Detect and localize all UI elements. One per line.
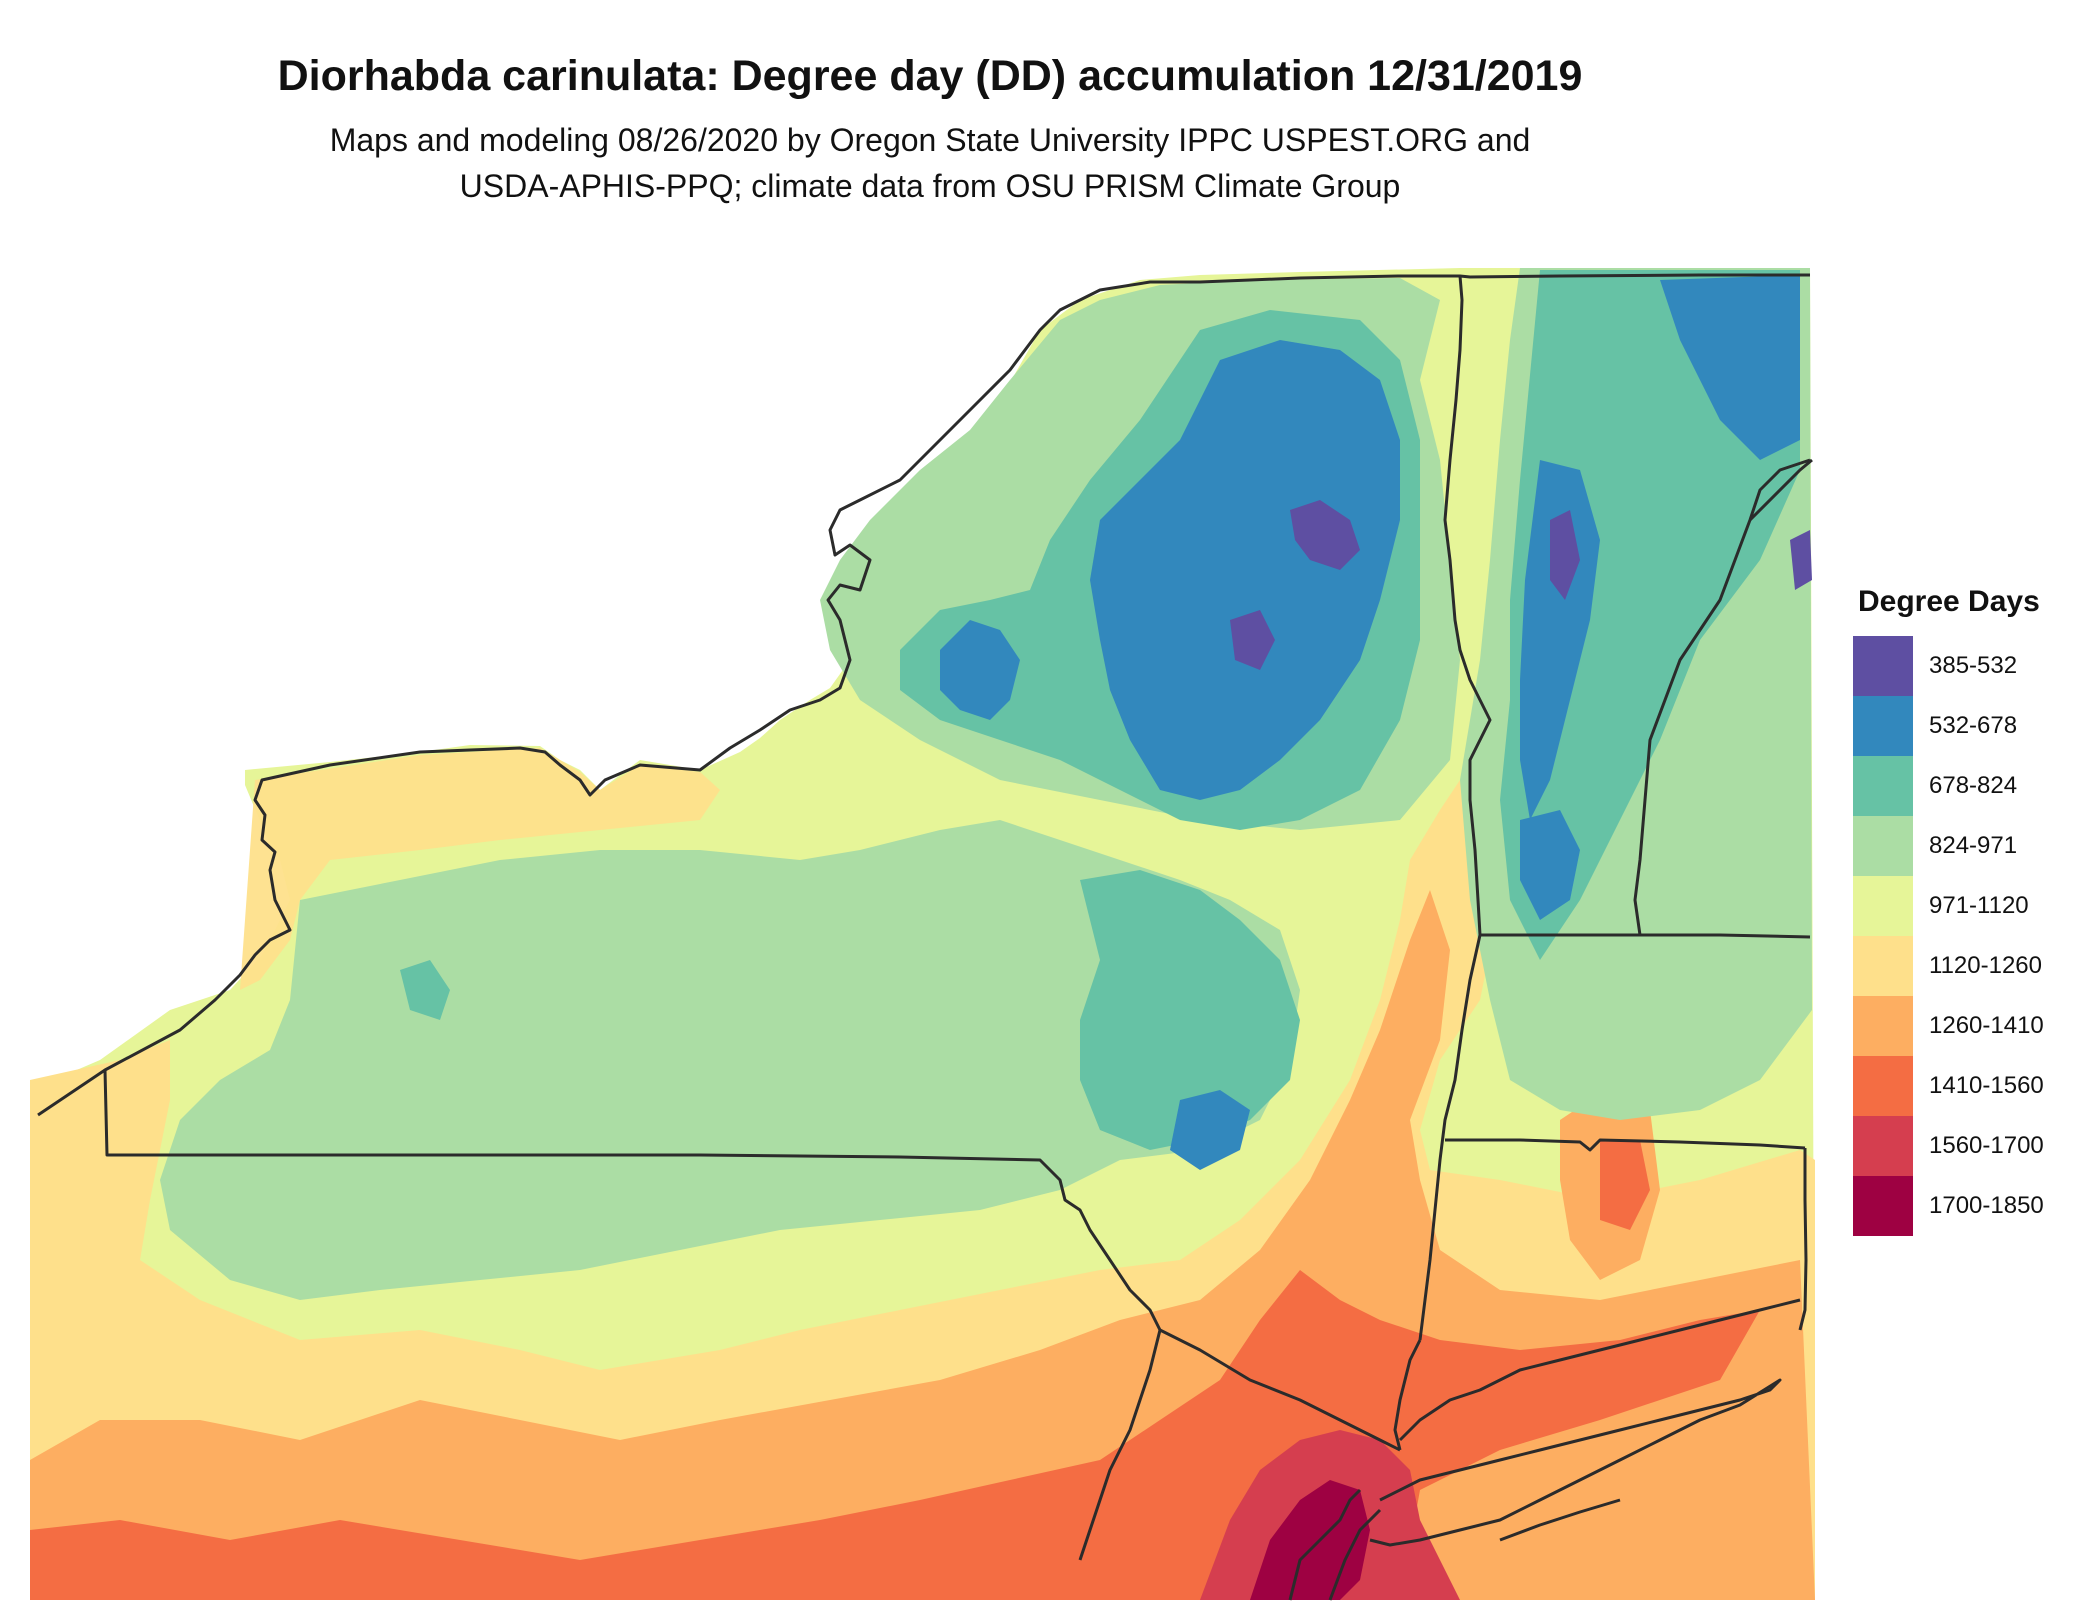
raster-zone-385-adk2 bbox=[1230, 610, 1275, 670]
raster-zone-532-green-mtns bbox=[1520, 460, 1600, 820]
raster-zone-532-adk bbox=[1090, 340, 1400, 800]
raster-zone-1410-ct bbox=[1600, 1140, 1650, 1230]
border-nh-me bbox=[1748, 458, 1813, 522]
legend-item: 678-824 bbox=[1853, 756, 2093, 816]
legend-swatch bbox=[1853, 1056, 1913, 1116]
legend-swatch bbox=[1853, 876, 1913, 936]
border-ny-nj bbox=[1159, 1328, 1401, 1452]
border-vt-ma bbox=[1480, 933, 1811, 939]
legend-label: 678-824 bbox=[1929, 772, 2018, 799]
legend-item: 1260-1410 bbox=[1853, 996, 2093, 1056]
map-subtitle-line2: USDA-APHIS-PPQ; climate data from OSU PR… bbox=[459, 168, 1401, 204]
border-ny-north bbox=[37, 273, 1810, 1117]
legend-item: 1700-1850 bbox=[1853, 1176, 2093, 1236]
legend-label: 1260-1410 bbox=[1929, 1012, 2044, 1039]
legend-item: 1560-1700 bbox=[1853, 1116, 2093, 1176]
legend-label: 385-532 bbox=[1929, 652, 2018, 679]
legend-swatch bbox=[1853, 1116, 1913, 1176]
legend-item: 971-1120 bbox=[1853, 876, 2093, 936]
border-ny-east bbox=[1418, 934, 1482, 1341]
border-vt-nh bbox=[1633, 458, 1811, 936]
map-title: Diorhabda carinulata: Degree day (DD) ac… bbox=[277, 52, 1583, 100]
legend-label: 1410-1560 bbox=[1929, 1072, 2044, 1099]
border-ny-vt bbox=[1443, 275, 1492, 936]
legend-item: 824-971 bbox=[1853, 816, 2093, 876]
legend-swatch bbox=[1853, 696, 1913, 756]
legend-swatch bbox=[1853, 816, 1913, 876]
border-ny-pa bbox=[103, 1069, 1162, 1331]
map-subtitle-line1: Maps and modeling 08/26/2020 by Oregon S… bbox=[329, 122, 1531, 158]
map-raster bbox=[30, 268, 1815, 1600]
raster-zone-532-east bbox=[1660, 275, 1800, 460]
legend-swatch bbox=[1853, 1176, 1913, 1236]
border-long-island-south bbox=[1499, 1498, 1621, 1542]
state-borders bbox=[37, 273, 1813, 1601]
legend-label: 1120-1260 bbox=[1929, 952, 2042, 979]
border-pa-nj bbox=[1078, 1329, 1162, 1561]
legend-swatch bbox=[1853, 936, 1913, 996]
legend-label: 532-678 bbox=[1929, 712, 2018, 739]
legend-item: 1410-1560 bbox=[1853, 1056, 2093, 1116]
legend-label: 824-971 bbox=[1929, 832, 2018, 859]
legend-swatch bbox=[1853, 756, 1913, 816]
raster-zone-532-berkshire bbox=[1520, 810, 1580, 920]
raster-zone-385-adk bbox=[1290, 500, 1360, 570]
legend-title: Degree Days bbox=[1858, 585, 2040, 618]
legend-swatch bbox=[1853, 996, 1913, 1056]
raster-zone-1120-west bbox=[240, 748, 720, 990]
border-long-island bbox=[1369, 1378, 1782, 1547]
raster-zone-678-west bbox=[400, 960, 450, 1020]
raster-zone-532-catskills bbox=[1170, 1090, 1250, 1170]
legend-label: 971-1120 bbox=[1929, 892, 2029, 919]
legend-label: 1560-1700 bbox=[1929, 1132, 2044, 1159]
legend-item: 385-532 bbox=[1853, 636, 2093, 696]
border-nyc bbox=[1288, 1488, 1382, 1601]
raster-zone-678-east bbox=[1500, 270, 1800, 960]
border-ct-coast bbox=[1398, 1298, 1801, 1442]
raster-zone-824-central bbox=[160, 820, 1300, 1300]
raster-zone-385-vt bbox=[1550, 510, 1580, 600]
border-ny-ct-south bbox=[1393, 1339, 1422, 1451]
raster-zone-385-nh bbox=[1790, 530, 1812, 590]
legend-item: 1120-1260 bbox=[1853, 936, 2093, 996]
raster-zone-532-tughill bbox=[940, 620, 1020, 720]
legend-swatch bbox=[1853, 636, 1913, 696]
raster-zone-678-central bbox=[1080, 870, 1300, 1150]
border-ma-ct bbox=[1445, 1138, 1806, 1152]
border-ct-ri bbox=[1798, 1148, 1808, 1331]
legend-item: 532-678 bbox=[1853, 696, 2093, 756]
legend-label: 1700-1850 bbox=[1929, 1192, 2044, 1219]
